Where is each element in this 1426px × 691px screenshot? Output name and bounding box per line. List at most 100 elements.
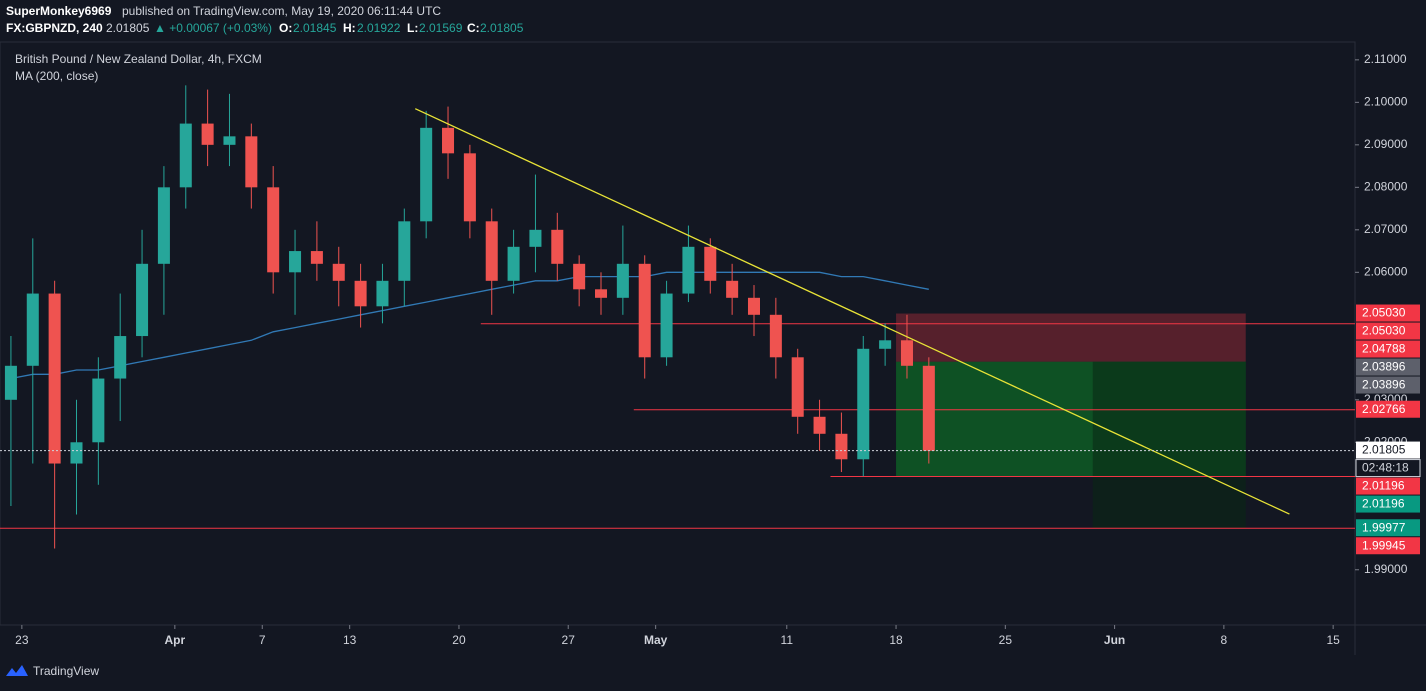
trend-line — [414, 108, 1290, 515]
candle-body — [529, 229, 542, 247]
y-tick-label: 2.10000 — [1364, 95, 1408, 109]
candle-body — [201, 123, 214, 145]
candle-body — [507, 246, 520, 281]
logo — [6, 665, 28, 676]
x-tick-label: 11 — [781, 633, 794, 647]
candle-body — [245, 136, 258, 188]
candle-body — [420, 127, 433, 222]
price-label: 2.03896 — [1362, 360, 1406, 374]
candle-body — [857, 348, 870, 460]
candle-body — [70, 442, 83, 464]
candle-body — [354, 280, 367, 307]
candle-body — [48, 293, 61, 464]
price-label: 2.02766 — [1362, 402, 1406, 416]
c-label: C: — [467, 21, 480, 35]
candle-body — [769, 314, 782, 358]
price-label-bg — [1356, 304, 1420, 322]
plot — [0, 85, 1355, 549]
candle-body — [136, 263, 149, 337]
candle-body — [616, 263, 629, 298]
price-label: 2.01196 — [1362, 479, 1405, 493]
x-tick-label: 18 — [889, 633, 903, 647]
y-tick-label: 2.06000 — [1364, 264, 1408, 278]
price-label-bg — [1356, 519, 1420, 537]
candle-body — [660, 293, 673, 358]
candle-body — [376, 280, 389, 307]
candle-body — [747, 297, 761, 315]
price-label: 2.01805 — [1362, 443, 1406, 457]
price-label-bg — [1356, 358, 1420, 376]
price-label: 2.04788 — [1362, 342, 1406, 356]
candle-body — [332, 263, 345, 281]
countdown: 02:48:18 — [1362, 461, 1409, 475]
candle-body — [813, 416, 826, 434]
candle-body — [310, 251, 323, 264]
candle-body — [485, 221, 498, 281]
stop-zone — [896, 313, 1246, 362]
target2-zone — [1092, 361, 1246, 529]
candle-body — [879, 340, 892, 349]
x-tick-label: 8 — [1221, 633, 1228, 647]
x-tick-label: 13 — [343, 633, 357, 647]
chart-title: British Pound / New Zealand Dollar, 4h, … — [15, 52, 262, 66]
price-label: 2.01196 — [1362, 497, 1405, 511]
c-value: 2.01805 — [480, 21, 524, 35]
h-value: 2.01922 — [357, 21, 401, 35]
price-label: 2.05030 — [1362, 324, 1406, 338]
price-label: 2.05030 — [1362, 306, 1406, 320]
candle-body — [179, 123, 192, 188]
candle-body — [682, 246, 695, 294]
candle-body — [4, 365, 17, 400]
x-tick-label: 25 — [999, 633, 1013, 647]
candle-body — [594, 289, 608, 298]
x-tick-label: 15 — [1326, 633, 1340, 647]
candle-body — [791, 357, 804, 417]
candle-body — [157, 187, 170, 264]
candle-body — [289, 251, 302, 273]
candle-body — [900, 340, 913, 366]
candle-body — [114, 336, 127, 379]
candle-body — [26, 293, 39, 366]
y-tick-label: 2.11000 — [1364, 52, 1407, 66]
x-tick-label: Jun — [1104, 633, 1125, 647]
price: 2.01805 — [106, 21, 150, 35]
price-label: 1.99945 — [1362, 538, 1406, 552]
brand: TradingView — [33, 664, 99, 678]
x-tick-label: Apr — [165, 633, 186, 647]
o-value: 2.01845 — [293, 21, 337, 35]
x-tick-label: May — [644, 633, 668, 647]
x-tick-label: 20 — [452, 633, 466, 647]
y-tick-label: 2.09000 — [1364, 137, 1408, 151]
price-label-bg — [1356, 495, 1420, 513]
x-tick-label: 7 — [259, 633, 266, 647]
price-label-bg — [1356, 376, 1420, 394]
price-label-bg — [1356, 477, 1420, 495]
price-label-bg — [1356, 441, 1420, 459]
published: published on TradingView.com, May 19, 20… — [122, 4, 441, 18]
candle-body — [223, 136, 236, 145]
y-tick-label: 2.07000 — [1364, 222, 1408, 236]
candle-body — [267, 187, 280, 273]
candle-body — [551, 229, 564, 264]
candle-body — [398, 221, 411, 281]
price-label-bg — [1356, 340, 1420, 358]
price-label: 1.99977 — [1362, 520, 1406, 534]
publisher: SuperMonkey6969 — [6, 4, 112, 18]
moving-average — [10, 271, 929, 380]
x-tick-label: 27 — [562, 633, 576, 647]
symbol: FX:GBPNZD, 240 — [6, 21, 103, 35]
price-label-bg — [1356, 322, 1420, 340]
l-value: 2.01569 — [419, 21, 463, 35]
price-label-bg — [1356, 400, 1420, 418]
price-label-bg — [1356, 537, 1420, 555]
candle-body — [573, 263, 586, 290]
candle-body — [638, 263, 651, 358]
h-label: H: — [343, 21, 356, 35]
indicator-legend: MA (200, close) — [15, 69, 98, 83]
o-label: O: — [279, 21, 292, 35]
y-tick-label: 1.99000 — [1364, 562, 1408, 576]
x-tick-label: 23 — [15, 633, 29, 647]
